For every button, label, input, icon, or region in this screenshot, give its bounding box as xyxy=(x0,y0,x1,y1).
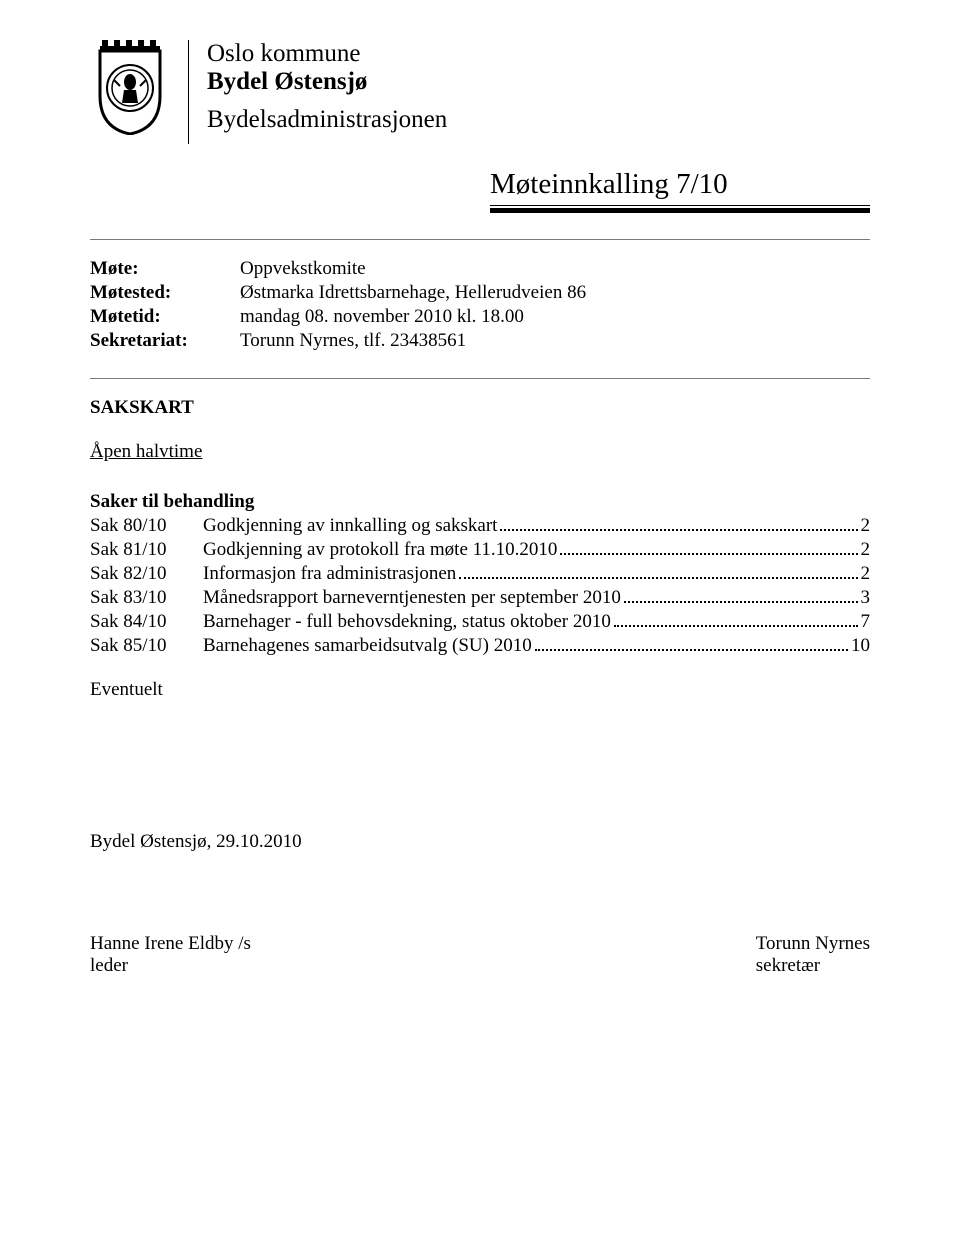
dept-name: Bydel Østensjø xyxy=(207,68,447,96)
sak-page: 2 xyxy=(861,515,871,537)
sak-row: Sak 84/10 Barnehager - full behovsdeknin… xyxy=(90,611,870,633)
footer-date: Bydel Østensjø, 29.10.2010 xyxy=(90,831,870,853)
leader-dots xyxy=(459,577,857,579)
divider xyxy=(90,378,870,379)
letterhead-text: Oslo kommune Bydel Østensjø Bydelsadmini… xyxy=(188,40,447,144)
signature-left: Hanne Irene Eldby /s leder xyxy=(90,933,251,977)
signer-role: leder xyxy=(90,955,251,977)
meta-row: Møtested: Østmarka Idrettsbarnehage, Hel… xyxy=(90,282,870,304)
sak-title: Informasjon fra administrasjonen xyxy=(203,563,456,585)
divider xyxy=(90,239,870,240)
meta-value: Østmarka Idrettsbarnehage, Hellerudveien… xyxy=(240,282,586,304)
sak-title: Barnehager - full behovsdekning, status … xyxy=(203,611,611,633)
sak-title: Barnehagenes samarbeidsutvalg (SU) 2010 xyxy=(203,635,532,657)
sak-id: Sak 82/10 xyxy=(90,563,203,585)
oslo-crest-icon xyxy=(90,40,170,135)
signature-row: Hanne Irene Eldby /s leder Torunn Nyrnes… xyxy=(90,933,870,977)
sak-row: Sak 80/10 Godkjenning av innkalling og s… xyxy=(90,515,870,537)
leader-dots xyxy=(624,601,858,603)
meta-row: Møte: Oppvekstkomite xyxy=(90,258,870,280)
sak-title: Månedsrapport barneverntjenesten per sep… xyxy=(203,587,621,609)
sak-id: Sak 83/10 xyxy=(90,587,203,609)
sak-id: Sak 85/10 xyxy=(90,635,203,657)
meta-value: Torunn Nyrnes, tlf. 23438561 xyxy=(240,330,466,352)
org-name: Oslo kommune xyxy=(207,40,447,68)
meta-row: Møtetid: mandag 08. november 2010 kl. 18… xyxy=(90,306,870,328)
sak-page: 3 xyxy=(861,587,871,609)
leader-dots xyxy=(535,649,848,651)
signature-right: Torunn Nyrnes sekretær xyxy=(756,933,870,977)
sak-id: Sak 80/10 xyxy=(90,515,203,537)
document-title-block: Møteinnkalling 7/10 xyxy=(90,168,870,213)
meta-value: Oppvekstkomite xyxy=(240,258,366,280)
sak-page: 2 xyxy=(861,539,871,561)
sak-list: Sak 80/10 Godkjenning av innkalling og s… xyxy=(90,515,870,657)
leader-dots xyxy=(500,529,857,531)
sak-title: Godkjenning av protokoll fra møte 11.10.… xyxy=(203,539,557,561)
leader-dots xyxy=(560,553,857,555)
sakskart-heading: SAKSKART xyxy=(90,397,870,419)
sak-id: Sak 81/10 xyxy=(90,539,203,561)
signer-role: sekretær xyxy=(756,955,870,977)
meta-label: Sekretariat: xyxy=(90,330,240,352)
sak-row: Sak 81/10 Godkjenning av protokoll fra m… xyxy=(90,539,870,561)
behandling-heading: Saker til behandling xyxy=(90,491,870,513)
sak-title: Godkjenning av innkalling og sakskart xyxy=(203,515,497,537)
sak-page: 7 xyxy=(861,611,871,633)
letterhead: Oslo kommune Bydel Østensjø Bydelsadmini… xyxy=(90,40,870,144)
meta-label: Møtetid: xyxy=(90,306,240,328)
meta-value: mandag 08. november 2010 kl. 18.00 xyxy=(240,306,524,328)
document-title: Møteinnkalling 7/10 xyxy=(490,168,870,203)
sak-id: Sak 84/10 xyxy=(90,611,203,633)
leader-dots xyxy=(614,625,858,627)
sak-page: 2 xyxy=(861,563,871,585)
meta-label: Møte: xyxy=(90,258,240,280)
sak-row: Sak 85/10 Barnehagenes samarbeidsutvalg … xyxy=(90,635,870,657)
eventuelt-heading: Eventuelt xyxy=(90,679,870,701)
sak-row: Sak 83/10 Månedsrapport barneverntjenest… xyxy=(90,587,870,609)
signer-name: Torunn Nyrnes xyxy=(756,933,870,955)
admin-name: Bydelsadministrasjonen xyxy=(207,106,447,134)
meeting-meta: Møte: Oppvekstkomite Møtested: Østmarka … xyxy=(90,258,870,352)
signer-name: Hanne Irene Eldby /s xyxy=(90,933,251,955)
meta-label: Møtested: xyxy=(90,282,240,304)
meta-row: Sekretariat: Torunn Nyrnes, tlf. 2343856… xyxy=(90,330,870,352)
sak-page: 10 xyxy=(851,635,870,657)
apen-halvtime: Åpen halvtime xyxy=(90,441,870,463)
sak-row: Sak 82/10 Informasjon fra administrasjon… xyxy=(90,563,870,585)
